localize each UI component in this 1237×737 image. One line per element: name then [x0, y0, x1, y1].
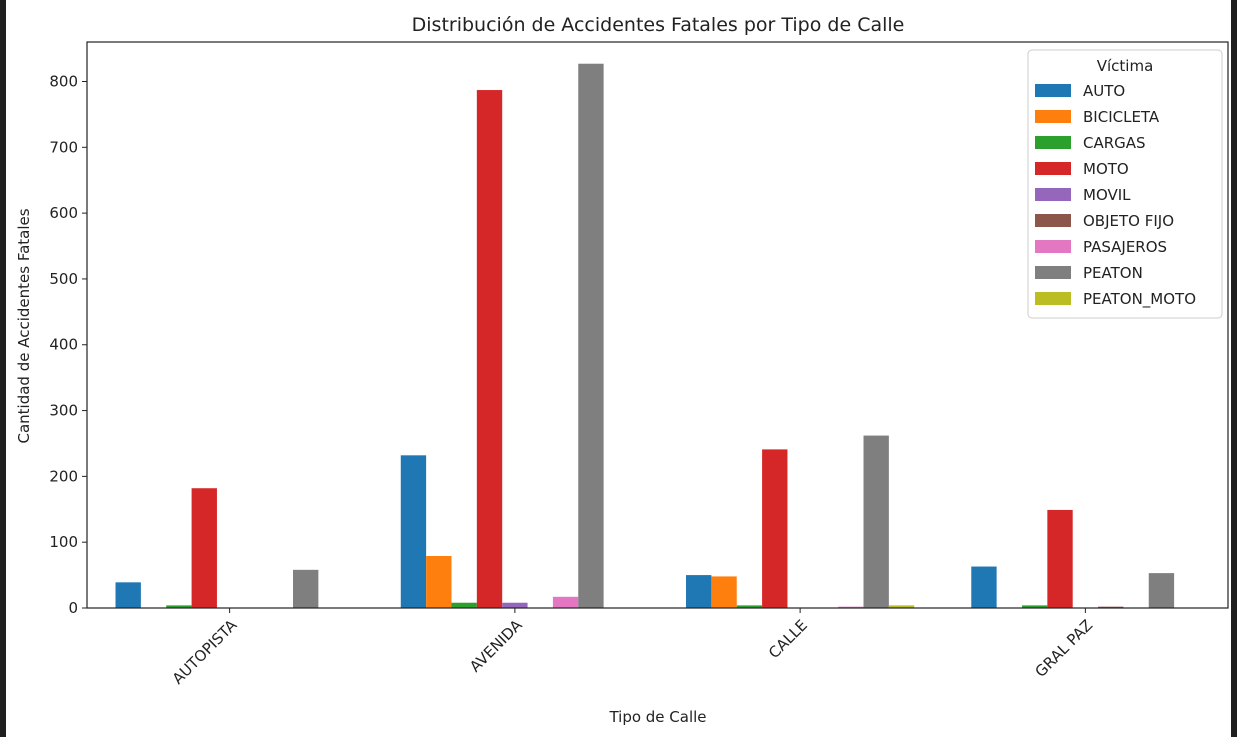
legend-swatch	[1035, 292, 1071, 305]
legend-label: MOVIL	[1083, 186, 1131, 204]
legend-label: PASAJEROS	[1083, 238, 1167, 256]
legend-swatch	[1035, 110, 1071, 123]
legend-swatch	[1035, 162, 1071, 175]
bar-peaton-moto-calle	[888, 605, 915, 608]
bar-auto-avenida	[400, 455, 427, 608]
legend-swatch	[1035, 266, 1071, 279]
bar-auto-gral-paz	[971, 566, 997, 608]
legend-swatch	[1035, 214, 1071, 227]
legend-label: MOTO	[1083, 160, 1129, 178]
legend-label: PEATON	[1083, 264, 1143, 282]
bar-cargas-autopista	[166, 605, 192, 608]
bar-peaton-gral-paz	[1148, 573, 1175, 608]
bar-peaton-calle	[863, 435, 889, 608]
x-tick-label: GRAL PAZ	[1032, 616, 1097, 681]
plot-frame	[86, 41, 1229, 609]
y-tick-label: 300	[49, 402, 78, 420]
window-edge-left	[0, 0, 6, 737]
bar-bicicleta-avenida	[426, 556, 452, 608]
bar-bicicleta-calle	[711, 576, 737, 608]
bar-cargas-avenida	[451, 602, 477, 608]
y-tick-label: 100	[49, 533, 78, 551]
window-edge-right	[1231, 0, 1237, 737]
bar-peaton-autopista	[293, 569, 319, 608]
bar-cargas-calle	[736, 605, 763, 608]
legend-label: OBJETO FIJO	[1083, 212, 1174, 230]
legend-box	[1027, 49, 1223, 319]
x-tick-label: AVENIDA	[466, 616, 526, 676]
y-tick-label: 200	[49, 467, 78, 485]
legend-title: Víctima	[1097, 57, 1154, 75]
y-tick-label: 500	[49, 270, 78, 288]
bar-cargas-gral-paz	[1021, 605, 1048, 608]
legend-swatch	[1035, 136, 1071, 149]
bar-moto-autopista	[191, 488, 217, 608]
bar-objeto-fijo-gral-paz	[1098, 606, 1124, 608]
bar-moto-gral-paz	[1047, 509, 1073, 608]
chart-title: Distribución de Accidentes Fatales por T…	[412, 14, 905, 36]
bar-moto-calle	[762, 449, 788, 608]
legend: Víctima AUTO BICICLETA CARGAS MOTO MOVIL OBJET…	[1027, 49, 1223, 319]
y-tick-label: 800	[49, 72, 78, 90]
y-tick-label: 700	[49, 138, 78, 156]
bar-auto-calle	[686, 575, 712, 608]
legend-label: CARGAS	[1083, 134, 1146, 152]
bar-moto-avenida	[476, 90, 503, 609]
bar-auto-autopista	[115, 582, 141, 608]
y-axis-title: Cantidad de Accidentes Fatales	[15, 208, 33, 443]
legend-swatch	[1035, 240, 1071, 253]
legend-label: BICICLETA	[1083, 108, 1160, 126]
bar-pasajeros-avenida	[552, 596, 579, 608]
y-tick-label: 600	[49, 204, 78, 222]
bar-movil-avenida	[502, 602, 528, 608]
legend-label: AUTO	[1083, 82, 1125, 100]
bar-pasajeros-calle	[838, 606, 864, 608]
legend-swatch	[1035, 84, 1071, 97]
legend-swatch	[1035, 188, 1071, 201]
bar-peaton-avenida	[578, 63, 604, 609]
legend-label: PEATON_MOTO	[1083, 290, 1196, 309]
x-axis-title: Tipo de Calle	[608, 708, 706, 726]
x-tick-label: CALLE	[765, 616, 811, 662]
y-tick-label: 0	[68, 599, 78, 617]
x-tick-label: AUTOPISTA	[169, 616, 241, 688]
y-tick-label: 400	[49, 336, 78, 354]
